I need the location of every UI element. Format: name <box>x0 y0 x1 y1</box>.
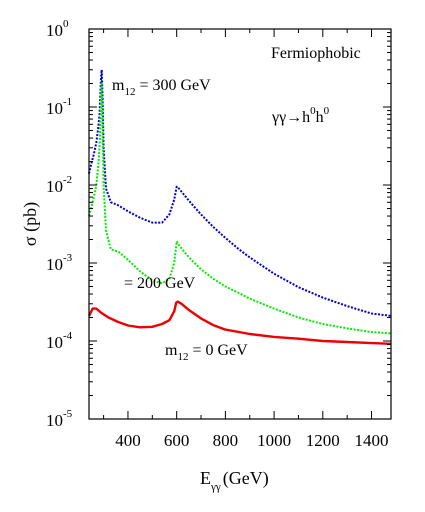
x-tick-label: 400 <box>115 431 141 450</box>
x-axis-label: Eγγ (GeV) <box>200 468 269 493</box>
y-axis-label: σ (pb) <box>20 202 41 246</box>
y-tick-label: 100 <box>46 18 69 40</box>
x-tick-label: 1400 <box>355 431 389 450</box>
x-tick-label: 800 <box>213 431 239 450</box>
model-label: Fermiophobic <box>271 45 361 62</box>
y-tick-label: 10-1 <box>46 96 72 118</box>
y-tick-label: 10-4 <box>46 330 73 352</box>
y-tick-label: 10-2 <box>46 174 72 196</box>
series-label-300: m12 = 300 GeV <box>112 77 211 98</box>
x-tick-label: 1000 <box>257 431 291 450</box>
x-tick-label: 600 <box>164 431 190 450</box>
series-label-200: = 200 GeV <box>124 275 196 292</box>
series-layer <box>87 68 392 345</box>
series-line-2 <box>87 300 392 345</box>
ticks-layer: 400 600 800 1000 1200 1400 100 10-1 10-2 10-3 10-4… <box>46 18 391 450</box>
plot-frame <box>88 28 392 420</box>
series-line-0 <box>88 68 392 317</box>
y-tick-label: 10-5 <box>46 408 73 430</box>
y-tick-label: 10-3 <box>46 252 73 274</box>
series-label-0: m12 = 0 GeV <box>165 342 248 363</box>
x-tick-label: 1200 <box>306 431 340 450</box>
series-line-1 <box>88 82 392 335</box>
process-label: γγ→h0h0 <box>271 105 330 126</box>
